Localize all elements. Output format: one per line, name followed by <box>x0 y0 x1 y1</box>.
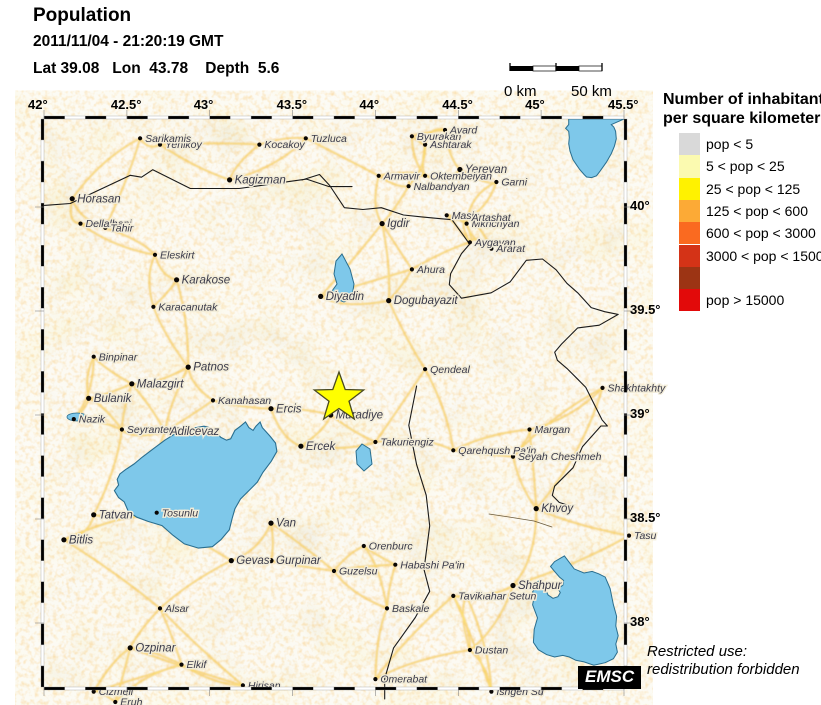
svg-text:Igdir: Igdir <box>387 218 411 230</box>
svg-text:Alsar: Alsar <box>164 603 189 615</box>
svg-text:Artashat: Artashat <box>471 212 512 224</box>
svg-text:Eruh: Eruh <box>120 697 142 705</box>
svg-text:Bulanik: Bulanik <box>94 393 133 405</box>
svg-text:Khvoy: Khvoy <box>541 503 574 515</box>
svg-text:Tatvan: Tatvan <box>99 509 133 521</box>
svg-text:Guzelsu: Guzelsu <box>339 566 378 578</box>
svg-text:Garni: Garni <box>501 177 527 189</box>
svg-text:Dustan: Dustan <box>475 645 508 657</box>
svg-text:Kagizman: Kagizman <box>235 175 286 187</box>
svg-text:Ozpinar: Ozpinar <box>135 643 176 655</box>
svg-text:Patnos: Patnos <box>193 362 229 374</box>
svg-text:Tosunlu: Tosunlu <box>162 507 199 519</box>
svg-text:Van: Van <box>276 518 296 530</box>
svg-text:Ararat: Ararat <box>495 243 526 255</box>
svg-text:Dogubayazit: Dogubayazit <box>394 295 459 307</box>
svg-text:Tuzluca: Tuzluca <box>311 133 347 145</box>
svg-text:Gevas: Gevas <box>236 555 269 567</box>
svg-text:Bitlis: Bitlis <box>69 534 94 546</box>
svg-text:Omerabat: Omerabat <box>380 674 428 686</box>
svg-text:Shahpur: Shahpur <box>518 580 563 592</box>
svg-text:Seyah Cheshmeh: Seyah Cheshmeh <box>518 451 602 463</box>
svg-text:Ercek: Ercek <box>306 441 337 453</box>
svg-text:Sarikamis: Sarikamis <box>145 133 192 145</box>
svg-text:Binpinar: Binpinar <box>99 351 138 363</box>
svg-text:Tavik: Tavik <box>458 591 483 603</box>
svg-text:Eleskirt: Eleskirt <box>160 249 196 261</box>
svg-text:Horasan: Horasan <box>77 193 120 205</box>
svg-text:Shakhtakhty: Shakhtakhty <box>608 383 667 395</box>
svg-text:Qendeal: Qendeal <box>430 364 470 376</box>
svg-text:Hirisan: Hirisan <box>248 680 281 692</box>
svg-text:Karacanutak: Karacanutak <box>158 301 218 313</box>
svg-text:Diyadin: Diyadin <box>326 291 364 303</box>
svg-text:Baskale: Baskale <box>392 603 430 615</box>
svg-text:Ercis: Ercis <box>276 403 302 415</box>
svg-text:Kanahasan: Kanahasan <box>218 395 271 407</box>
svg-text:Karakose: Karakose <box>182 274 231 286</box>
svg-text:Gurpinar: Gurpinar <box>276 555 322 567</box>
svg-text:Avard: Avard <box>449 125 478 137</box>
svg-text:Takuriengiz: Takuriengiz <box>380 437 434 449</box>
svg-text:Habashi Pa'in: Habashi Pa'in <box>400 559 465 571</box>
svg-text:Ashtarak: Ashtarak <box>429 139 472 151</box>
svg-text:Orenburc: Orenburc <box>369 541 414 553</box>
svg-text:Malazgirt: Malazgirt <box>137 378 184 390</box>
svg-text:Elkif: Elkif <box>187 659 208 671</box>
svg-text:Kocakoy: Kocakoy <box>264 139 305 151</box>
svg-text:Margan: Margan <box>535 424 571 436</box>
svg-text:Nalbandyan: Nalbandyan <box>414 181 470 193</box>
svg-text:Nazik: Nazik <box>79 414 106 426</box>
svg-text:Tasu: Tasu <box>634 530 657 542</box>
svg-text:Adilcevaz: Adilcevaz <box>169 426 219 438</box>
svg-text:Tahir: Tahir <box>110 222 133 234</box>
svg-text:Ahura: Ahura <box>416 264 445 276</box>
